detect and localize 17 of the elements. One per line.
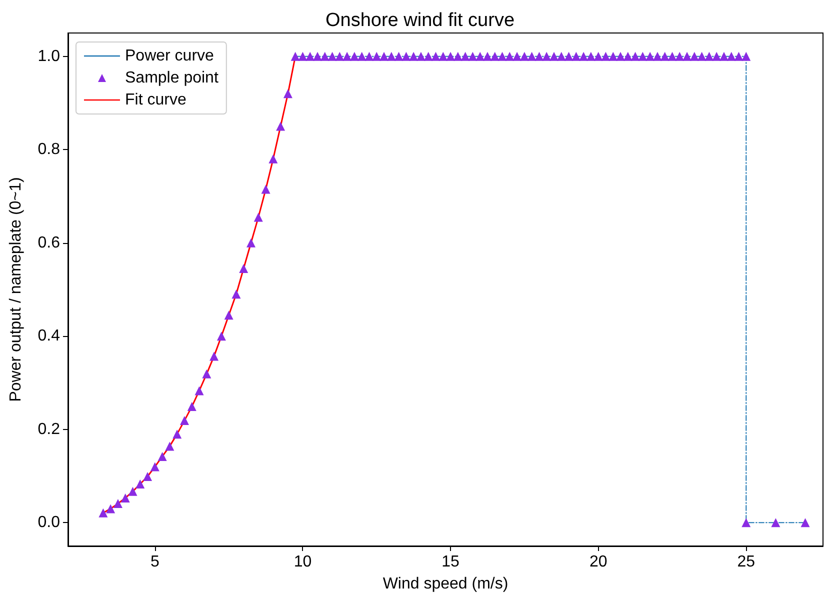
x-tick-label: 15 bbox=[442, 554, 460, 570]
x-tick-label: 10 bbox=[294, 554, 312, 570]
x-axis-title: Wind speed (m/s) bbox=[382, 576, 508, 592]
x-tick-label: 20 bbox=[589, 554, 608, 570]
legend-label: Fit curve bbox=[125, 92, 186, 108]
x-tick-label: 25 bbox=[737, 554, 756, 570]
legend-label: Power curve bbox=[125, 48, 214, 64]
y-tick-label: 0.8 bbox=[38, 141, 60, 158]
y-tick-label: 0.0 bbox=[38, 514, 60, 532]
y-axis-title: Power output / nameplate (0~1) bbox=[8, 177, 24, 402]
x-tick-label: 5 bbox=[150, 554, 160, 570]
y-tick-label: 0.6 bbox=[38, 234, 60, 252]
y-tick-label: 0.4 bbox=[38, 328, 60, 345]
chart-title: Onshore wind fit curve bbox=[325, 10, 515, 31]
legend-label: Sample point bbox=[125, 70, 219, 86]
y-tick-label: 1.0 bbox=[38, 48, 60, 65]
y-tick-label: 0.2 bbox=[38, 420, 60, 438]
